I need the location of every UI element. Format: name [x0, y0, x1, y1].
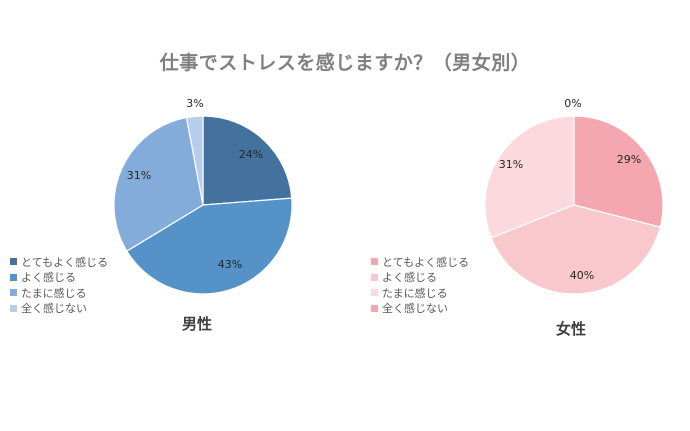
legend-label: たまに感じる: [382, 286, 448, 300]
pie-slice-very-often: [573, 115, 664, 228]
pie-slice-sometimes: [113, 116, 204, 252]
data-label-never: 3%: [186, 97, 203, 110]
legend-item-often: よく感じる: [371, 270, 469, 286]
legend-label: とてもよく感じる: [382, 255, 470, 269]
legend-swatch: [10, 304, 17, 312]
legend-item-often: よく感じる: [10, 270, 108, 286]
legend-label: よく感じる: [21, 271, 76, 285]
data-label-very-often: 29%: [617, 153, 641, 166]
data-label-sometimes: 31%: [127, 169, 151, 182]
legend-item-very-often: とてもよく感じる: [10, 254, 108, 270]
legend-swatch: [10, 273, 17, 281]
legend-label: たまに感じる: [21, 286, 87, 300]
legend-label: よく感じる: [382, 271, 437, 285]
pie-slice-never: [185, 115, 204, 206]
pie-slice-sometimes: [484, 115, 575, 239]
legend-swatch: [371, 304, 378, 312]
legend-label: 全く感じない: [21, 302, 87, 316]
data-label-often: 43%: [218, 258, 242, 271]
female-chart-label: 女性: [556, 320, 587, 338]
data-label-never: 0%: [564, 97, 581, 110]
data-label-very-often: 24%: [239, 148, 263, 161]
legend-swatch: [371, 273, 378, 281]
legend-item-sometimes: たまに感じる: [371, 285, 469, 301]
pie-chart-female: 29% 40% 31% 0%: [484, 97, 664, 295]
chart-title: 仕事でストレスを感じますか？（男女別）: [159, 52, 531, 74]
legend-swatch: [10, 258, 17, 266]
legend-male: とてもよく感じる よく感じる たまに感じる 全く感じない: [10, 254, 108, 316]
legend-swatch: [371, 258, 378, 266]
legend-item-never: 全く感じない: [371, 301, 469, 317]
legend-label: 全く感じない: [382, 302, 448, 316]
legend-female: とてもよく感じる よく感じる たまに感じる 全く感じない: [371, 254, 469, 316]
data-label-often: 40%: [570, 269, 594, 282]
pie-slice-very-often: [202, 115, 293, 206]
male-chart-label: 男性: [182, 315, 213, 333]
legend-swatch: [371, 289, 378, 297]
legend-item-very-often: とてもよく感じる: [371, 254, 469, 270]
legend-item-never: 全く感じない: [10, 301, 108, 317]
data-label-sometimes: 31%: [499, 158, 523, 171]
pie-slice-often: [490, 204, 661, 295]
pie-chart-male: 24% 43% 31% 3%: [113, 97, 293, 295]
legend-swatch: [10, 289, 17, 297]
legend-label: とてもよく感じる: [21, 255, 109, 269]
legend-item-sometimes: たまに感じる: [10, 285, 108, 301]
pie-slice-often: [126, 197, 293, 295]
